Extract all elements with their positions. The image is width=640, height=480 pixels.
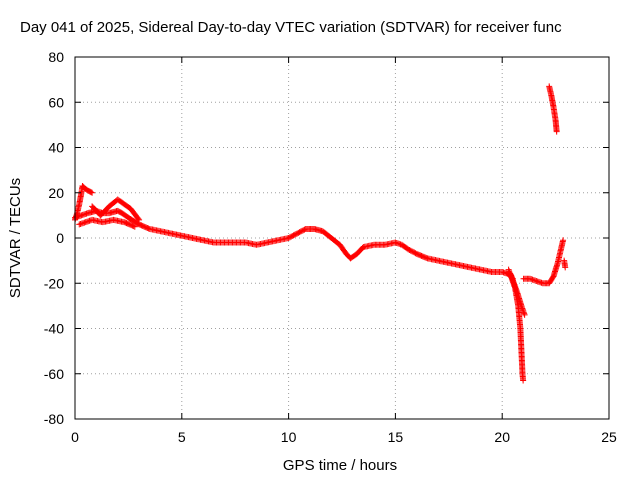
data-point [423,254,430,261]
x-tick-label: 5 [178,429,186,445]
chart-title: Day 041 of 2025, Sidereal Day-to-day VTE… [20,19,562,36]
y-tick-label: -80 [44,411,64,427]
y-tick-label: 40 [48,140,64,156]
data-point [553,128,560,135]
y-tick-label: 60 [48,94,64,110]
y-tick-label: -20 [44,275,64,291]
x-tick-label: 15 [388,429,404,445]
data-point [131,223,138,230]
data-point [521,311,528,318]
y-axis-label: SDTVAR / TECUs [7,178,24,298]
axis-ticks: 0 5 10 15 20 25 -80 -60 -40 -20 0 20 40 60 80 [44,49,617,445]
x-tick-label: 20 [494,429,510,445]
x-tick-label: 10 [281,429,297,445]
data-point [89,189,96,196]
data-points [72,83,569,384]
x-tick-label: 25 [601,429,617,445]
x-axis-label: GPS time / hours [283,457,397,474]
data-point [136,216,143,223]
data-point [130,223,137,230]
x-tick-label: 0 [71,429,79,445]
data-point [560,237,567,244]
data-point [562,264,569,271]
y-tick-label: 80 [48,49,64,65]
data-point [145,225,152,232]
y-tick-label: 20 [48,185,64,201]
y-tick-label: -40 [44,321,64,337]
y-tick-label: 0 [56,230,64,246]
data-point [135,215,142,222]
y-tick-label: -60 [44,366,64,382]
data-point [520,377,527,384]
data-point [88,189,95,196]
